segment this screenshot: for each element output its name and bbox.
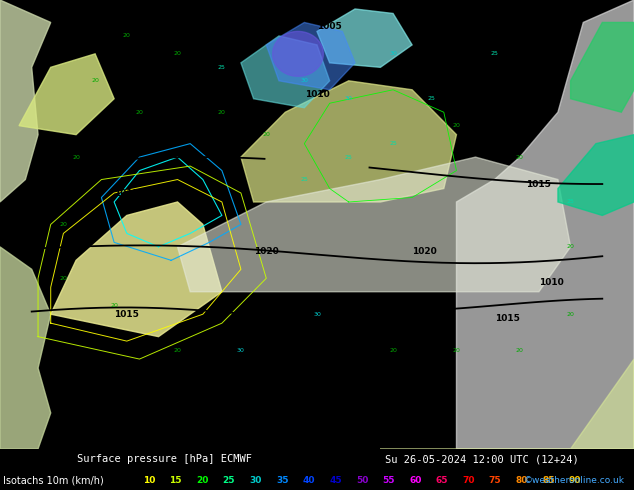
Text: 20: 20 [567, 312, 574, 317]
Text: 20: 20 [196, 476, 209, 485]
Text: 20: 20 [516, 347, 524, 353]
Text: 50: 50 [356, 476, 368, 485]
Polygon shape [266, 23, 355, 90]
Text: 20: 20 [60, 222, 67, 227]
Text: 25: 25 [567, 199, 574, 204]
Polygon shape [380, 359, 634, 449]
Text: 20: 20 [136, 110, 143, 115]
Text: 30: 30 [301, 78, 308, 83]
Polygon shape [19, 54, 114, 135]
Polygon shape [456, 0, 634, 449]
Polygon shape [241, 36, 330, 108]
Text: 30: 30 [345, 96, 353, 101]
Text: 10: 10 [143, 476, 155, 485]
Text: 1005: 1005 [317, 23, 342, 31]
Text: 45: 45 [329, 476, 342, 485]
Text: 20: 20 [123, 33, 131, 38]
Polygon shape [571, 23, 634, 112]
Text: 25: 25 [301, 177, 308, 182]
Text: 20: 20 [110, 303, 118, 308]
Text: 1015: 1015 [184, 372, 209, 382]
Polygon shape [241, 81, 456, 202]
Text: 1020: 1020 [412, 247, 437, 256]
Text: 1015: 1015 [317, 345, 342, 355]
Text: 20: 20 [218, 110, 226, 115]
Polygon shape [51, 202, 222, 337]
Text: 20: 20 [453, 123, 460, 128]
Text: 70: 70 [462, 476, 475, 485]
Polygon shape [317, 9, 412, 67]
Text: 20: 20 [262, 132, 270, 137]
Text: 1025: 1025 [539, 31, 564, 40]
Text: Surface pressure [hPa] ECMWF: Surface pressure [hPa] ECMWF [77, 454, 252, 464]
Text: 55: 55 [382, 476, 395, 485]
Text: Su 26-05-2024 12:00 UTC (12+24): Su 26-05-2024 12:00 UTC (12+24) [385, 454, 579, 464]
Text: 20: 20 [453, 347, 460, 353]
Text: 1010: 1010 [304, 90, 330, 99]
Text: 75: 75 [489, 476, 501, 485]
Text: 1015: 1015 [317, 382, 342, 391]
Text: 20: 20 [389, 347, 397, 353]
Text: 30: 30 [313, 312, 321, 317]
Polygon shape [273, 31, 323, 76]
Text: 25: 25 [223, 476, 235, 485]
Text: 25: 25 [218, 65, 226, 70]
Text: 25: 25 [427, 96, 435, 101]
Text: 25: 25 [345, 154, 353, 160]
Text: 1015: 1015 [526, 179, 552, 189]
Polygon shape [0, 247, 51, 449]
Text: 30: 30 [249, 476, 262, 485]
Text: 80: 80 [515, 476, 528, 485]
Text: 1020: 1020 [254, 247, 279, 256]
Text: 1015: 1015 [114, 189, 139, 197]
Text: 1015: 1015 [495, 314, 520, 323]
Text: 40: 40 [302, 476, 315, 485]
Text: 90: 90 [569, 476, 581, 485]
Text: 20: 20 [174, 347, 181, 353]
Text: 20: 20 [567, 245, 574, 249]
Text: 25: 25 [491, 51, 498, 56]
Text: 85: 85 [542, 476, 555, 485]
Text: 1010: 1010 [539, 278, 564, 287]
Text: 20: 20 [174, 51, 181, 56]
Text: 60: 60 [409, 476, 422, 485]
Text: ©weatheronline.co.uk: ©weatheronline.co.uk [524, 476, 624, 485]
Polygon shape [0, 0, 51, 202]
Text: 20: 20 [91, 78, 99, 83]
Text: 30: 30 [389, 51, 397, 56]
Polygon shape [558, 135, 634, 216]
Text: 1015: 1015 [114, 310, 139, 318]
Text: 1015: 1015 [184, 36, 209, 45]
Text: Isotachs 10m (km/h): Isotachs 10m (km/h) [3, 475, 104, 485]
Text: 20: 20 [72, 154, 80, 160]
Text: 25: 25 [389, 141, 397, 146]
Text: 30: 30 [237, 347, 245, 353]
Text: 1010: 1010 [526, 94, 552, 103]
Text: 65: 65 [436, 476, 448, 485]
Polygon shape [178, 157, 571, 292]
Text: 20: 20 [516, 154, 524, 160]
Text: 35: 35 [276, 476, 288, 485]
Text: 20: 20 [60, 276, 67, 281]
Text: 15: 15 [169, 476, 182, 485]
